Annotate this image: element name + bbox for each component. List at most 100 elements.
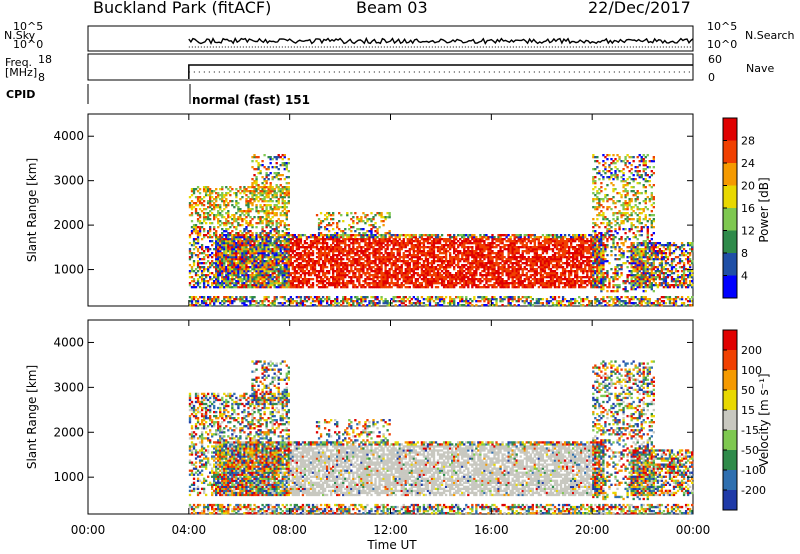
- heatmap-cell: [243, 186, 246, 189]
- heatmap-cell: [219, 194, 222, 197]
- heatmap-cell: [204, 268, 208, 271]
- heatmap-cell: [463, 246, 466, 249]
- heatmap-cell: [461, 286, 464, 289]
- heatmap-cell: [432, 278, 436, 281]
- heatmap-cell: [202, 296, 206, 299]
- heatmap-cell: [376, 296, 379, 299]
- heatmap-cell: [301, 258, 305, 261]
- heatmap-cell: [325, 266, 329, 269]
- heatmap-cell: [525, 296, 528, 299]
- heatmap-cell: [204, 234, 208, 237]
- heatmap-cell: [215, 244, 218, 247]
- heatmap-cell: [461, 298, 464, 301]
- heatmap-cell: [334, 248, 337, 251]
- heatmap-cell: [511, 272, 514, 275]
- heatmap-cell: [213, 242, 216, 245]
- heatmap-cell: [420, 278, 424, 281]
- heatmap-cell: [483, 274, 486, 277]
- heatmap-cell: [342, 276, 345, 279]
- heatmap-cell: [398, 300, 401, 303]
- heatmap-cell: [277, 278, 280, 281]
- heatmap-cell: [519, 246, 522, 249]
- heatmap-cell: [198, 276, 202, 279]
- heatmap-cell: [259, 236, 262, 239]
- heatmap-cell: [279, 156, 282, 159]
- heatmap-cell: [489, 304, 492, 307]
- heatmap-cell: [251, 250, 254, 253]
- heatmap-cell: [249, 262, 252, 265]
- heatmap-cell: [291, 268, 294, 271]
- heatmap-cell: [275, 242, 278, 245]
- heatmap-cell: [497, 234, 500, 237]
- heatmap-cell: [273, 192, 276, 195]
- heatmap-cell: [392, 300, 395, 303]
- heatmap-cell: [215, 300, 218, 303]
- heatmap-cell: [202, 204, 206, 207]
- heatmap-cell: [404, 296, 407, 299]
- heatmap-cell: [233, 264, 236, 267]
- heatmap-cell: [245, 260, 248, 263]
- heatmap-cell: [364, 214, 367, 217]
- heatmap-cell: [455, 264, 458, 267]
- heatmap-cell: [275, 266, 278, 269]
- heatmap-cell: [221, 244, 224, 247]
- heatmap-cell: [422, 240, 426, 243]
- heatmap-cell: [251, 300, 254, 303]
- heatmap-cell: [334, 246, 337, 249]
- heatmap-cell: [388, 260, 391, 263]
- heatmap-cell: [499, 268, 502, 271]
- heatmap-cell: [265, 264, 268, 267]
- heatmap-cell: [283, 296, 286, 299]
- heatmap-cell: [221, 304, 224, 307]
- heatmap-cell: [241, 218, 244, 221]
- heatmap-cell: [521, 274, 524, 277]
- heatmap-cell: [380, 236, 383, 239]
- heatmap-cell: [442, 282, 446, 285]
- heatmap-cell: [192, 202, 196, 205]
- heatmap-cell: [368, 244, 371, 247]
- heatmap-cell: [227, 244, 230, 247]
- heatmap-cell: [537, 244, 541, 247]
- heatmap-cell: [465, 268, 468, 271]
- heatmap-cell: [374, 280, 377, 283]
- heatmap-cell: [338, 244, 341, 247]
- heatmap-cell: [261, 226, 264, 229]
- heatmap-cell: [336, 248, 339, 251]
- heatmap-cell: [241, 272, 244, 275]
- heatmap-cell: [202, 190, 206, 193]
- heatmap-cell: [253, 194, 256, 197]
- heatmap-cell: [406, 260, 409, 263]
- heatmap-cell: [235, 192, 238, 195]
- heatmap-cell: [392, 262, 395, 265]
- heatmap-cell: [473, 296, 476, 299]
- heatmap-cell: [362, 296, 365, 299]
- heatmap-cell: [418, 246, 422, 249]
- heatmap-cell: [227, 260, 230, 263]
- heatmap-cell: [348, 298, 351, 301]
- heatmap-cell: [485, 266, 488, 269]
- heatmap-cell: [231, 258, 234, 261]
- heatmap-cell: [257, 268, 260, 271]
- heatmap-cell: [523, 278, 526, 281]
- heatmap-cell: [213, 296, 216, 299]
- heatmap-cell: [374, 262, 377, 265]
- heatmap-cell: [283, 280, 286, 283]
- heatmap-cell: [249, 302, 252, 305]
- heatmap-cell: [215, 232, 218, 235]
- heatmap-cell: [273, 206, 276, 209]
- heatmap-cell: [392, 256, 395, 259]
- heatmap-cell: [209, 202, 212, 205]
- heatmap-cell: [317, 240, 321, 243]
- heatmap-cell: [219, 272, 222, 275]
- heatmap-cell: [509, 236, 512, 239]
- heatmap-cell: [227, 192, 230, 195]
- heatmap-cell: [253, 192, 256, 195]
- heatmap-cell: [380, 296, 383, 299]
- heatmap-cell: [489, 246, 492, 249]
- heatmap-cell: [442, 286, 446, 289]
- heatmap-cell: [267, 278, 270, 281]
- heatmap-cell: [394, 260, 397, 263]
- heatmap-cell: [291, 248, 294, 251]
- heatmap-cell: [362, 228, 365, 231]
- heatmap-cell: [457, 278, 460, 281]
